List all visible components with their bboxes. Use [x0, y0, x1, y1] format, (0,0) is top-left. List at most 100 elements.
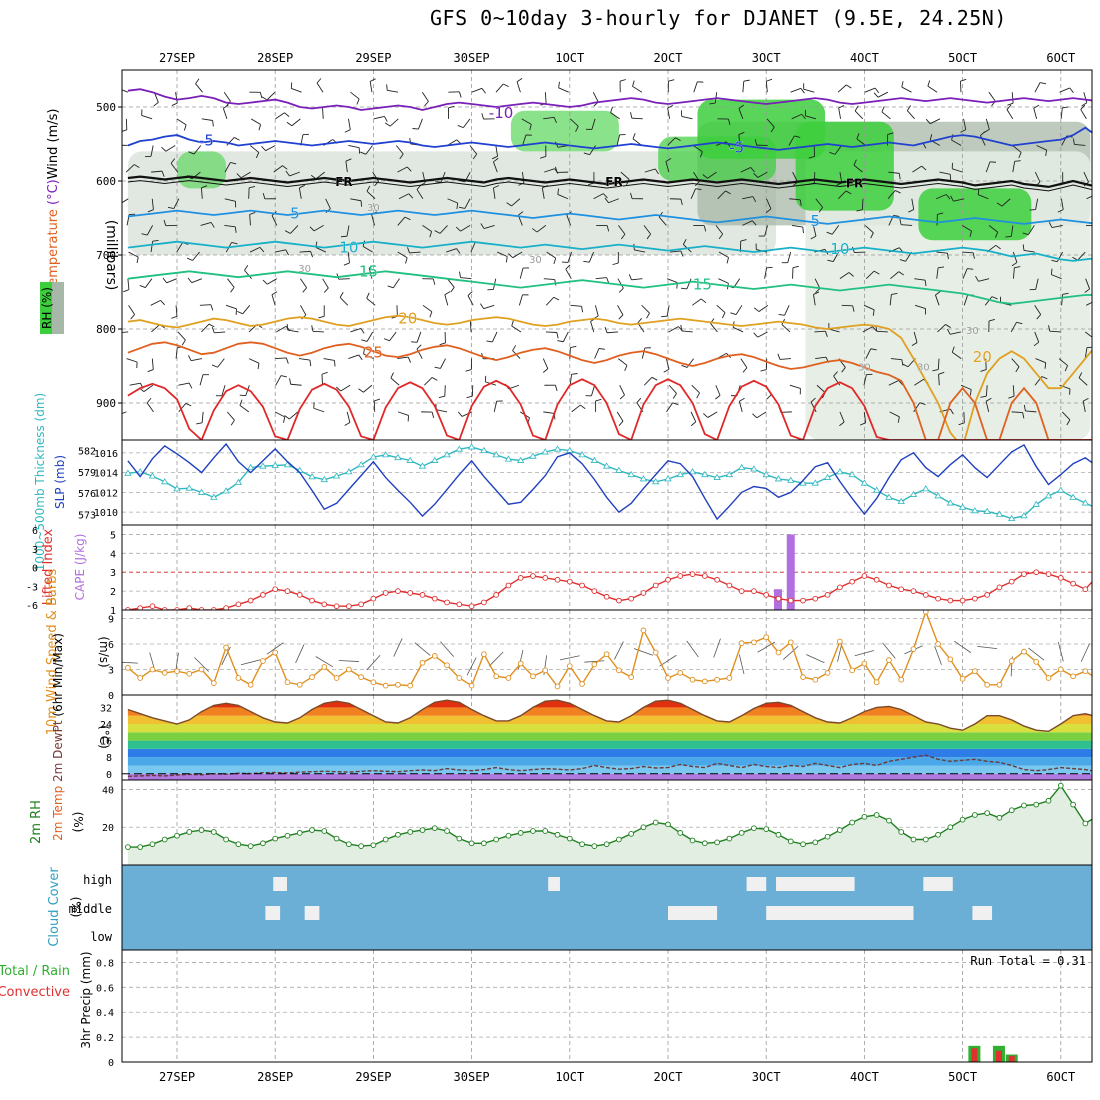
wind-barb [290, 383, 302, 386]
rh-line-point [677, 830, 684, 836]
lifted-index-line-point [358, 601, 364, 608]
isotherm-label: FR [605, 175, 622, 189]
rh-moist [795, 121, 894, 211]
wind-barb [937, 324, 946, 333]
wind-barb-flag [553, 296, 560, 301]
wind-barb-flag [448, 105, 455, 109]
wind-barb [224, 224, 236, 228]
wind10-line-point [873, 679, 880, 686]
wind-barb-flag [431, 377, 438, 381]
wind-barb-flag [853, 159, 857, 166]
wind-barb [960, 81, 962, 93]
wind-barb [864, 87, 876, 93]
ylabel-part: Temperature [46, 205, 61, 292]
wind-barb [322, 107, 324, 119]
wind-barb-flag [146, 397, 152, 404]
thickness-line-point [1069, 493, 1077, 500]
date-label-bottom: 27SEP [159, 1070, 195, 1084]
thickness-line-point [872, 486, 881, 493]
thickness-line-point [124, 469, 132, 476]
wind-barb [214, 331, 226, 334]
wind-barb [913, 402, 921, 413]
wind-barb-flag [455, 226, 461, 232]
wind-barb-flag [937, 212, 944, 215]
wind10-line-point [161, 670, 168, 676]
thickness-line-point [1095, 506, 1100, 511]
wind10-barb [122, 661, 138, 664]
wind-barb-flag [1029, 209, 1036, 211]
thickness-line-point [185, 484, 193, 491]
wind-barb [641, 305, 650, 314]
wind-barb [562, 331, 569, 342]
wind-barb-flag [945, 194, 951, 200]
rh-moist [658, 136, 777, 181]
wind10-barb [240, 659, 261, 666]
wind10-line-point [935, 641, 941, 647]
precip-conv-bar [995, 1050, 1002, 1062]
y-tick: 40 [102, 785, 114, 796]
wind-barb-flag [898, 173, 901, 180]
isotherm-label: 20 [398, 310, 417, 328]
wind10-line-point [677, 670, 684, 676]
wind-barb [1085, 301, 1092, 306]
wind-barb-flag [980, 395, 987, 398]
wind-barb-flag [911, 342, 918, 347]
wind-barb-flag [503, 83, 509, 88]
wind10-line-point [321, 664, 328, 670]
thickness-line-point [467, 443, 476, 450]
lifted-index-line-point [321, 601, 328, 608]
wind-barb-flag [661, 315, 668, 318]
wind-barb [1083, 92, 1088, 103]
wind-barb [962, 251, 974, 254]
wind-barb-flag [1078, 372, 1083, 379]
wind-barb [239, 405, 250, 413]
isotherm-label: -10 [489, 104, 514, 122]
lifted-index-line-point [260, 592, 266, 598]
wind-barb-flag [893, 214, 900, 217]
wind-barb [791, 224, 803, 228]
thickness-line-point [1032, 500, 1040, 507]
wind-barb [951, 139, 962, 146]
wind-barb [1011, 92, 1014, 104]
wind-barb-flag [897, 416, 900, 423]
wind-barb [569, 374, 573, 386]
rh-line-point [468, 840, 475, 847]
y-tick: 32 [100, 703, 112, 714]
wind-barb [390, 377, 400, 386]
rh-line-point [1045, 797, 1052, 804]
thickness-line-point [590, 456, 599, 463]
wind-barb-flag [556, 332, 559, 339]
dewpoint-line [127, 754, 1092, 777]
wind-barb-flag [1033, 104, 1040, 109]
wind-barb [348, 145, 360, 149]
wind-barb [593, 193, 604, 200]
wind-barb [439, 225, 448, 234]
rh-line-point [235, 841, 242, 848]
slp-line [127, 442, 1092, 521]
wind-barb-flag [738, 104, 745, 109]
wind-barb-flag [432, 278, 436, 285]
wind10-line-point [751, 639, 757, 646]
wind-barb-flag [123, 289, 130, 293]
wind-barb-flag [257, 363, 260, 370]
wind-barb [757, 331, 768, 338]
wind-barb-flag [766, 266, 773, 269]
lifted-index-line-point [1045, 571, 1052, 577]
cloud-mid-block [668, 906, 718, 920]
date-label-bottom: 5OCT [948, 1070, 977, 1084]
wind-barb [815, 356, 827, 360]
wind10-line-point [886, 657, 892, 664]
wind-barb [567, 251, 573, 263]
lifted-index-line-point [137, 605, 144, 610]
wind-barb-flag [368, 264, 375, 269]
wind10-barb [393, 638, 403, 657]
wind-barb [1034, 82, 1041, 93]
rh-line-point [272, 835, 279, 842]
rh-line-point [591, 843, 598, 849]
ylabel-millibars: (millibars) [103, 220, 119, 291]
lifted-index-line-point [787, 597, 794, 604]
wind-barb [936, 267, 939, 279]
thickness-line-point [283, 461, 292, 468]
wind-barb-flag [848, 272, 854, 277]
wind-barb-flag [901, 359, 904, 366]
